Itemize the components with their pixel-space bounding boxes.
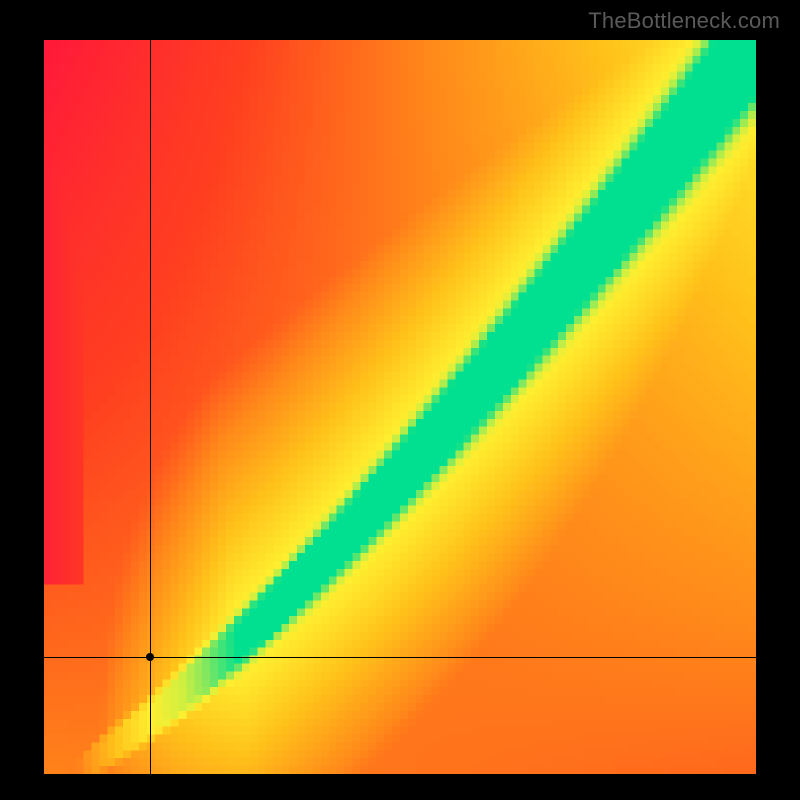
watermark-text: TheBottleneck.com <box>588 8 780 34</box>
heatmap-plot <box>44 40 756 774</box>
crosshair-vertical <box>150 40 151 774</box>
crosshair-marker-dot <box>146 653 154 661</box>
